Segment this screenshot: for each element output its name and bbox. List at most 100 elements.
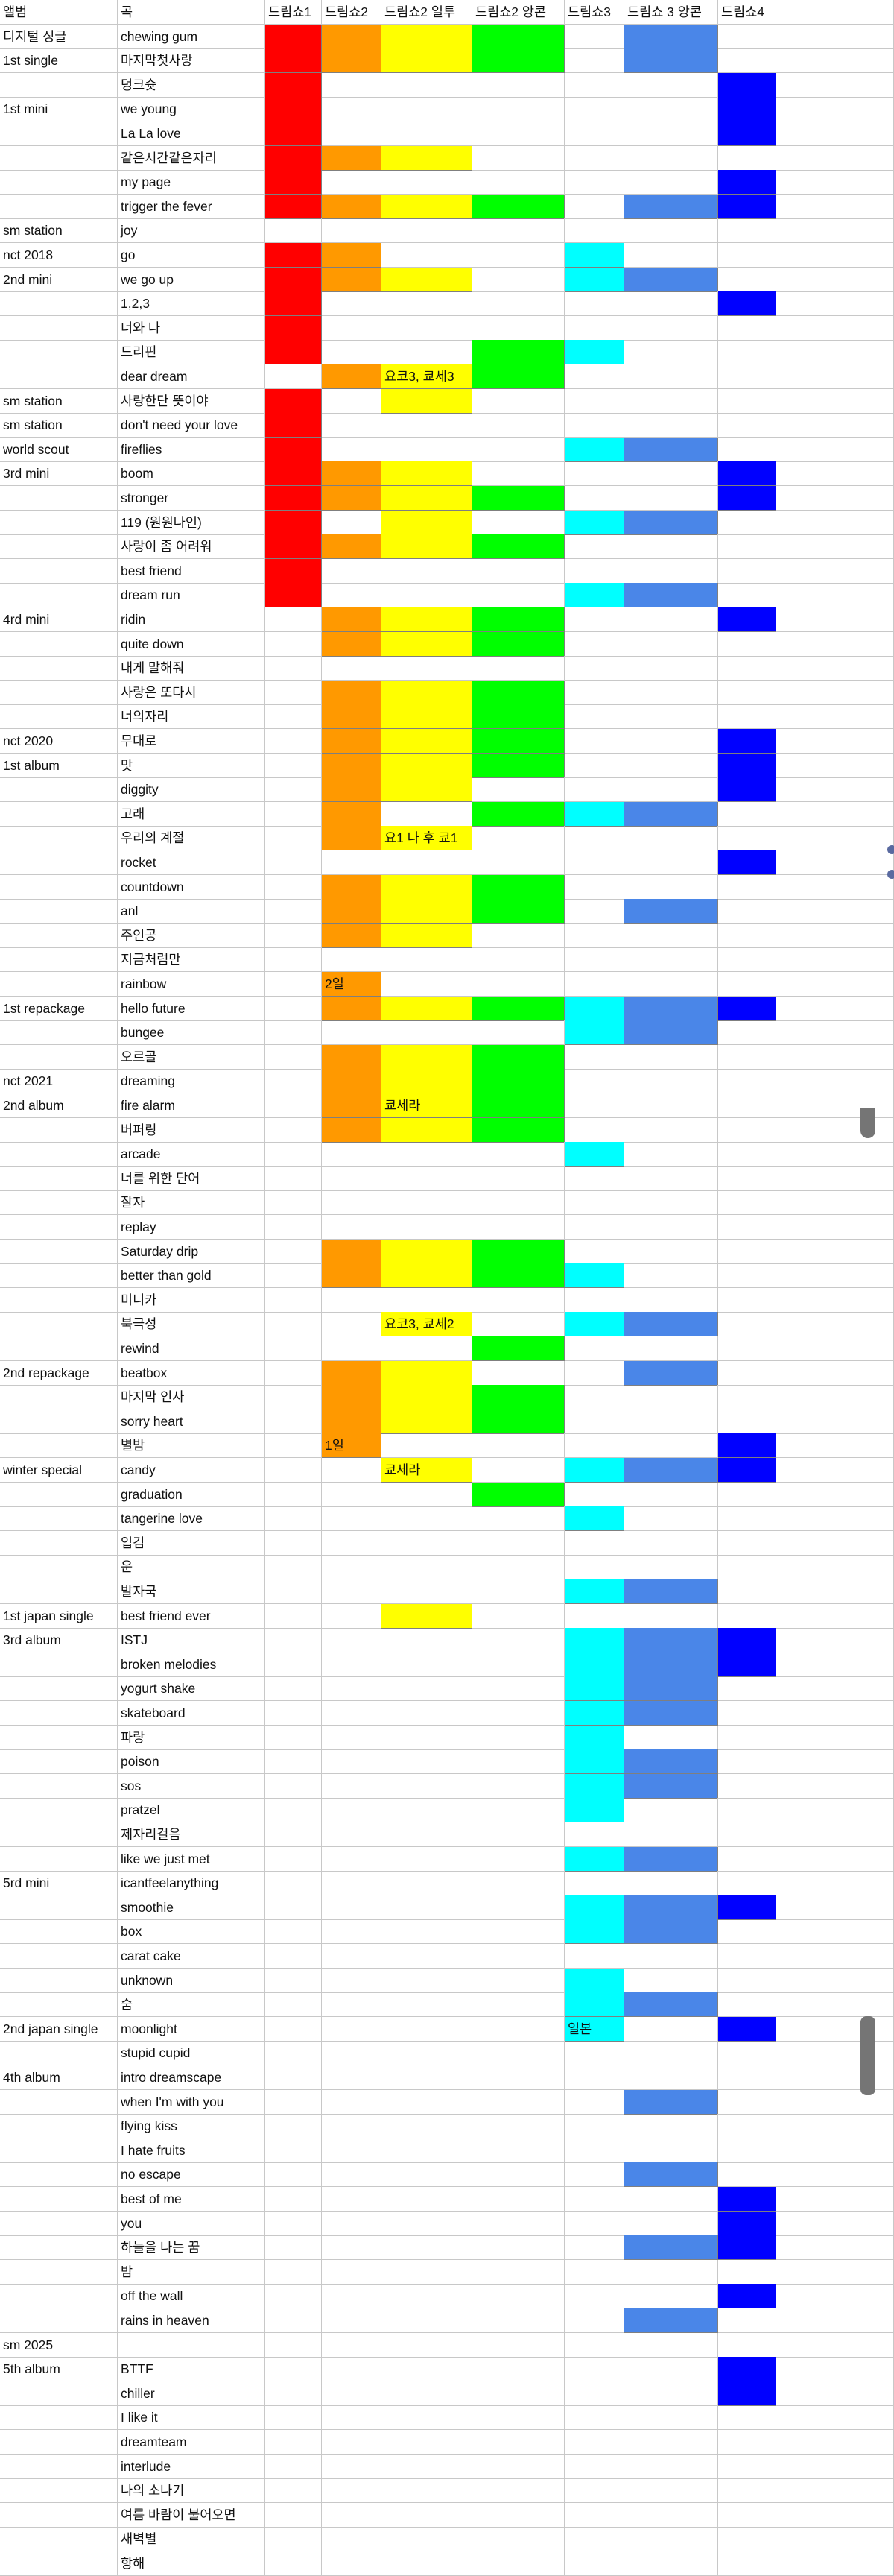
ds3-cell[interactable] xyxy=(565,2114,624,2138)
ds2-cell[interactable] xyxy=(322,875,381,900)
ds4-cell[interactable] xyxy=(718,1726,776,1750)
ds3-cell[interactable] xyxy=(565,1483,624,1507)
ds2j-cell[interactable] xyxy=(381,729,472,754)
song-cell[interactable]: yogurt shake xyxy=(118,1676,265,1701)
ds4-cell[interactable] xyxy=(718,2503,776,2528)
ds2j-cell[interactable] xyxy=(381,461,472,486)
ds3-cell[interactable] xyxy=(565,268,624,292)
ds3-cell[interactable] xyxy=(565,2381,624,2406)
ds3-cell[interactable] xyxy=(565,924,624,948)
ds3k-cell[interactable] xyxy=(624,2260,718,2285)
ds3k-cell[interactable] xyxy=(624,413,718,438)
album-cell[interactable] xyxy=(0,2260,118,2285)
album-cell[interactable]: 2nd mini xyxy=(0,268,118,292)
ds4-cell[interactable] xyxy=(718,972,776,997)
ds1-cell[interactable] xyxy=(265,534,322,559)
album-cell[interactable] xyxy=(0,2478,118,2503)
ds2-cell[interactable]: 2일 xyxy=(322,972,381,997)
ds2k-cell[interactable] xyxy=(472,729,565,754)
album-cell[interactable] xyxy=(0,534,118,559)
album-cell[interactable] xyxy=(0,1992,118,2017)
ds2j-cell[interactable] xyxy=(381,121,472,146)
ds1-cell[interactable] xyxy=(265,1142,322,1167)
ds2j-cell[interactable] xyxy=(381,1433,472,1458)
song-cell[interactable]: my page xyxy=(118,170,265,195)
ds2-cell[interactable] xyxy=(322,1020,381,1045)
ds1-cell[interactable] xyxy=(265,656,322,681)
ds4-cell[interactable] xyxy=(718,924,776,948)
empty-cell[interactable] xyxy=(776,1215,894,1240)
ds2-cell[interactable] xyxy=(322,1288,381,1313)
song-cell[interactable]: 항해 xyxy=(118,2551,265,2576)
empty-cell[interactable] xyxy=(776,1555,894,1579)
ds2j-cell[interactable] xyxy=(381,777,472,802)
song-cell[interactable]: La La love xyxy=(118,121,265,146)
ds3-cell[interactable] xyxy=(565,1506,624,1531)
empty-cell[interactable] xyxy=(776,1652,894,1677)
ds2k-cell[interactable] xyxy=(472,413,565,438)
ds1-cell[interactable] xyxy=(265,924,322,948)
ds4-cell[interactable] xyxy=(718,1604,776,1629)
album-cell[interactable] xyxy=(0,2308,118,2333)
ds2-cell[interactable] xyxy=(322,632,381,657)
ds2-cell[interactable] xyxy=(322,583,381,607)
empty-cell[interactable] xyxy=(776,729,894,754)
ds2-cell[interactable] xyxy=(322,2017,381,2042)
album-cell[interactable] xyxy=(0,1118,118,1143)
ds3k-cell[interactable] xyxy=(624,195,718,219)
empty-cell[interactable] xyxy=(776,438,894,462)
ds3-cell[interactable] xyxy=(565,1579,624,1604)
ds4-cell[interactable] xyxy=(718,243,776,268)
ds3-cell[interactable] xyxy=(565,1919,624,1944)
ds2k-cell[interactable] xyxy=(472,997,565,1021)
ds2k-cell[interactable] xyxy=(472,218,565,243)
ds3k-cell[interactable] xyxy=(624,1579,718,1604)
empty-cell[interactable] xyxy=(776,1579,894,1604)
song-cell[interactable]: better than gold xyxy=(118,1263,265,1288)
ds2j-cell[interactable] xyxy=(381,2284,472,2308)
ds2j-cell[interactable] xyxy=(381,1774,472,1799)
ds3-cell[interactable] xyxy=(565,511,624,535)
ds2j-cell[interactable] xyxy=(381,2138,472,2163)
album-cell[interactable] xyxy=(0,559,118,584)
ds2j-cell[interactable] xyxy=(381,899,472,924)
ds3k-cell[interactable] xyxy=(624,2333,718,2358)
album-cell[interactable] xyxy=(0,850,118,875)
ds1-cell[interactable] xyxy=(265,1749,322,1774)
ds2-cell[interactable] xyxy=(322,1142,381,1167)
ds1-cell[interactable] xyxy=(265,1118,322,1143)
empty-cell[interactable] xyxy=(776,2381,894,2406)
ds2j-cell[interactable] xyxy=(381,195,472,219)
song-cell[interactable]: interlude xyxy=(118,2455,265,2479)
drag-handle-dot[interactable] xyxy=(887,845,894,854)
ds2-cell[interactable] xyxy=(322,899,381,924)
ds2k-cell[interactable] xyxy=(472,1944,565,1969)
ds2k-cell[interactable] xyxy=(472,2235,565,2260)
ds3k-cell[interactable] xyxy=(624,316,718,341)
album-cell[interactable] xyxy=(0,2187,118,2212)
song-cell[interactable]: Saturday drip xyxy=(118,1240,265,1264)
ds2j-cell[interactable] xyxy=(381,1798,472,1822)
ds1-cell[interactable] xyxy=(265,438,322,462)
empty-cell[interactable] xyxy=(776,291,894,316)
ds2j-cell[interactable] xyxy=(381,340,472,364)
song-cell[interactable]: 운 xyxy=(118,1555,265,1579)
ds2j-cell[interactable] xyxy=(381,972,472,997)
ds2-cell[interactable] xyxy=(322,1944,381,1969)
ds3-cell[interactable] xyxy=(565,2405,624,2430)
ds4-cell[interactable] xyxy=(718,1045,776,1070)
empty-cell[interactable] xyxy=(776,1798,894,1822)
song-cell[interactable]: I like it xyxy=(118,2405,265,2430)
ds2-cell[interactable] xyxy=(322,754,381,778)
ds3-cell[interactable] xyxy=(565,1312,624,1336)
ds1-cell[interactable] xyxy=(265,1069,322,1093)
ds2-cell[interactable] xyxy=(322,73,381,98)
ds3k-cell[interactable] xyxy=(624,1652,718,1677)
empty-cell[interactable] xyxy=(776,1263,894,1288)
ds2j-cell[interactable] xyxy=(381,97,472,121)
ds2-cell[interactable] xyxy=(322,1628,381,1652)
ds3-cell[interactable] xyxy=(565,1167,624,1191)
ds3-cell[interactable] xyxy=(565,1118,624,1143)
empty-cell[interactable] xyxy=(776,1895,894,1920)
ds3-cell[interactable] xyxy=(565,1263,624,1288)
